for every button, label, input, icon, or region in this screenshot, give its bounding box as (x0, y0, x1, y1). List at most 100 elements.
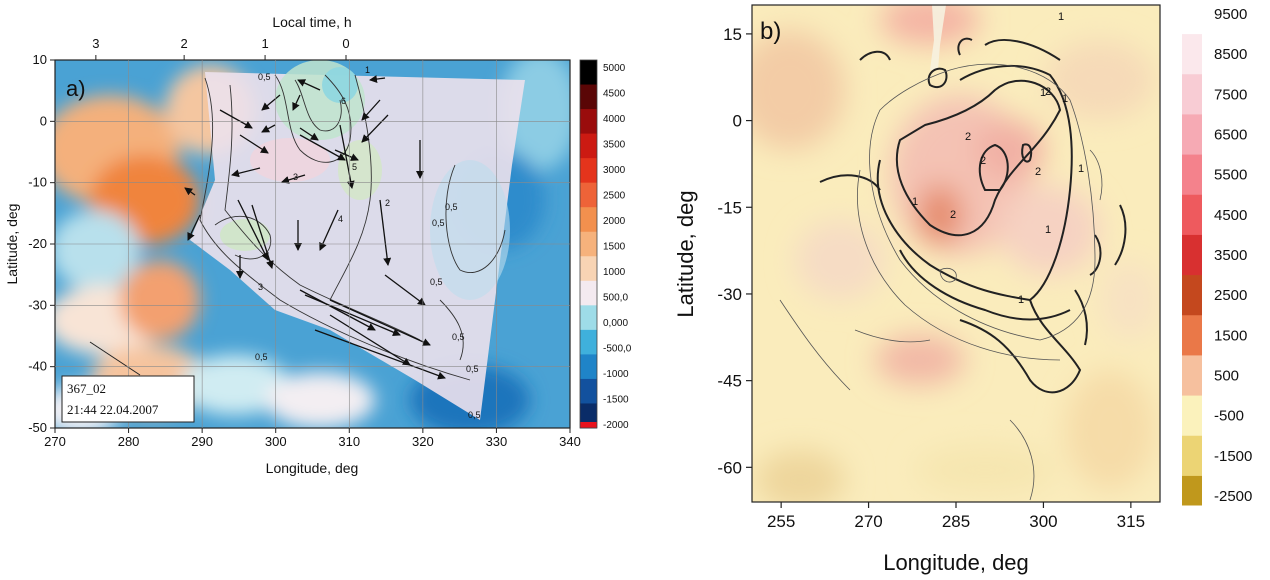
colorbar-tick-label: 500 (1214, 368, 1239, 385)
x-tick-label: 290 (191, 434, 213, 449)
x-tick-label: 300 (1029, 512, 1057, 531)
y-tick-label: -30 (717, 285, 742, 304)
local-time-tick-label: 3 (92, 36, 99, 51)
info-box: 367_02 21:44 22.04.2007 (61, 375, 195, 423)
colorbar-tick-label: 8500 (1214, 46, 1247, 63)
x-tick-label: 280 (118, 434, 140, 449)
contour-label: 2 (385, 198, 390, 208)
colorbar-tick-label: 9500 (1214, 6, 1247, 23)
colorbar-swatch (1182, 34, 1202, 75)
contour-label: 2 (1035, 166, 1041, 178)
colorbar-swatch (1182, 194, 1202, 236)
y-tick-label: -40 (28, 359, 47, 374)
contour-label: 0,5 (255, 352, 268, 362)
colorbar-swatch (580, 60, 597, 86)
panel-b-heatmap (752, 5, 1160, 502)
colorbar-tick-label: -2500 (1214, 488, 1252, 505)
contour-label: 1 (1040, 87, 1046, 99)
x-tick-label: 340 (559, 434, 581, 449)
colorbar-swatch (580, 378, 597, 404)
colorbar-tick-label: 4500 (603, 89, 626, 100)
contour-label: 0,5 (258, 72, 271, 82)
local-time-tick-label: 1 (261, 36, 268, 51)
x-tick-label: 320 (412, 434, 434, 449)
y-tick-label: -50 (28, 420, 47, 435)
panel-a-x-ticks: 270 280 290 300 310 320 330 340 (44, 428, 581, 449)
contour-label: 2 (980, 155, 986, 167)
contour-label: 3 (293, 172, 298, 182)
contour-label: 1 (1078, 163, 1084, 175)
contour-label: 4 (338, 214, 343, 224)
x-tick-label: 310 (338, 434, 360, 449)
panel-a-local-time-ticks: 3 2 1 0 (92, 36, 350, 60)
panel-a-x-axis-label: Longitude, deg (266, 460, 359, 476)
colorbar-tick-label: -1000 (603, 369, 629, 380)
panel-a-contour-labels: 0,5 1 6 3 2 4 5 0,5 0,5 3 0,5 0,5 0,5 0,… (255, 65, 481, 420)
colorbar-tick-label: 2500 (603, 191, 626, 202)
x-tick-label: 255 (767, 512, 795, 531)
contour-label: 0,5 (432, 218, 445, 228)
colorbar-swatch (580, 158, 597, 184)
colorbar-swatch (1182, 234, 1202, 276)
colorbar-tick-label: -500,0 (603, 344, 632, 355)
y-tick-label: 15 (723, 25, 742, 44)
panel-label-b: b) (760, 18, 781, 45)
colorbar-swatch (580, 422, 597, 428)
colorbar-tick-label: 4500 (1214, 207, 1247, 224)
colorbar-tick-label: 5000 (603, 63, 626, 74)
contour-label: 1 (1062, 93, 1068, 105)
panel-b-x-axis-label: Longitude, deg (883, 550, 1029, 575)
contour-label: 1 (1058, 11, 1064, 23)
colorbar-swatch (580, 84, 597, 110)
panel-b-x-ticks: 255 270 285 300 315 (767, 502, 1145, 531)
contour-label: 0,5 (468, 410, 481, 420)
contour-label: 0,5 (445, 202, 458, 212)
colorbar-swatch (1182, 5, 1202, 35)
y-tick-label: -15 (717, 198, 742, 217)
colorbar-tick-label: 4000 (603, 114, 626, 125)
panel-b-colorbar: 9500 8500 7500 6500 5500 4500 3500 2500 1500 500 -… (1182, 5, 1252, 506)
y-tick-label: 0 (40, 113, 47, 128)
contour-label: 5 (352, 162, 357, 172)
panel-a-contours (199, 74, 506, 381)
x-tick-label: 270 (854, 512, 882, 531)
colorbar-tick-label: 6500 (1214, 127, 1247, 144)
panel-b-y-ticks: -60 -45 -30 -15 0 15 (717, 25, 752, 477)
y-tick-label: -45 (717, 372, 742, 391)
colorbar-swatch (1182, 355, 1202, 397)
colorbar-tick-label: 3500 (1214, 247, 1247, 264)
info-box-time: 21:44 22.04.2007 (67, 402, 159, 417)
panel-a-top-axis-label: Local time, h (272, 14, 351, 30)
y-tick-label: -10 (28, 175, 47, 190)
y-tick-label: -30 (28, 297, 47, 312)
colorbar-swatch (580, 305, 597, 331)
contour-label: 0,5 (466, 364, 479, 374)
contour-label: 1 (912, 196, 918, 208)
colorbar-tick-label: 5500 (1214, 167, 1247, 184)
colorbar-swatch (580, 182, 597, 208)
colorbar-swatch (580, 231, 597, 257)
colorbar-tick-label: 500,0 (603, 293, 628, 304)
x-tick-label: 300 (265, 434, 287, 449)
colorbar-swatch (580, 329, 597, 355)
panel-a: 270 280 290 300 310 320 330 340 -50-40-30-20-10… (4, 14, 632, 476)
contour-label: 0,5 (430, 277, 443, 287)
contour-label: 2 (965, 131, 971, 143)
panel-a-grid (55, 60, 570, 428)
colorbar-swatch (580, 354, 597, 380)
contour-label: 6 (341, 96, 346, 106)
panel-b-streak (930, 5, 946, 70)
panel-b-contour-labels: 1 1 2 2 2 2 2 1 1 1 1 1 (912, 11, 1084, 306)
x-tick-label: 330 (486, 434, 508, 449)
colorbar-tick-label: 7500 (1214, 86, 1247, 103)
colorbar-swatch (1182, 154, 1202, 196)
colorbar-swatch (1182, 74, 1202, 115)
panel-b: 255 270 285 300 315 -60 -45 -30 -15 0 15 1 1 2 2 … (673, 4, 1252, 575)
panel-a-arrows (184, 75, 446, 380)
colorbar-swatch (580, 133, 597, 159)
info-box-id: 367_02 (67, 381, 106, 396)
x-tick-label: 315 (1117, 512, 1145, 531)
panel-label-a: a) (66, 76, 86, 101)
colorbar-tick-label: 3000 (603, 165, 626, 176)
